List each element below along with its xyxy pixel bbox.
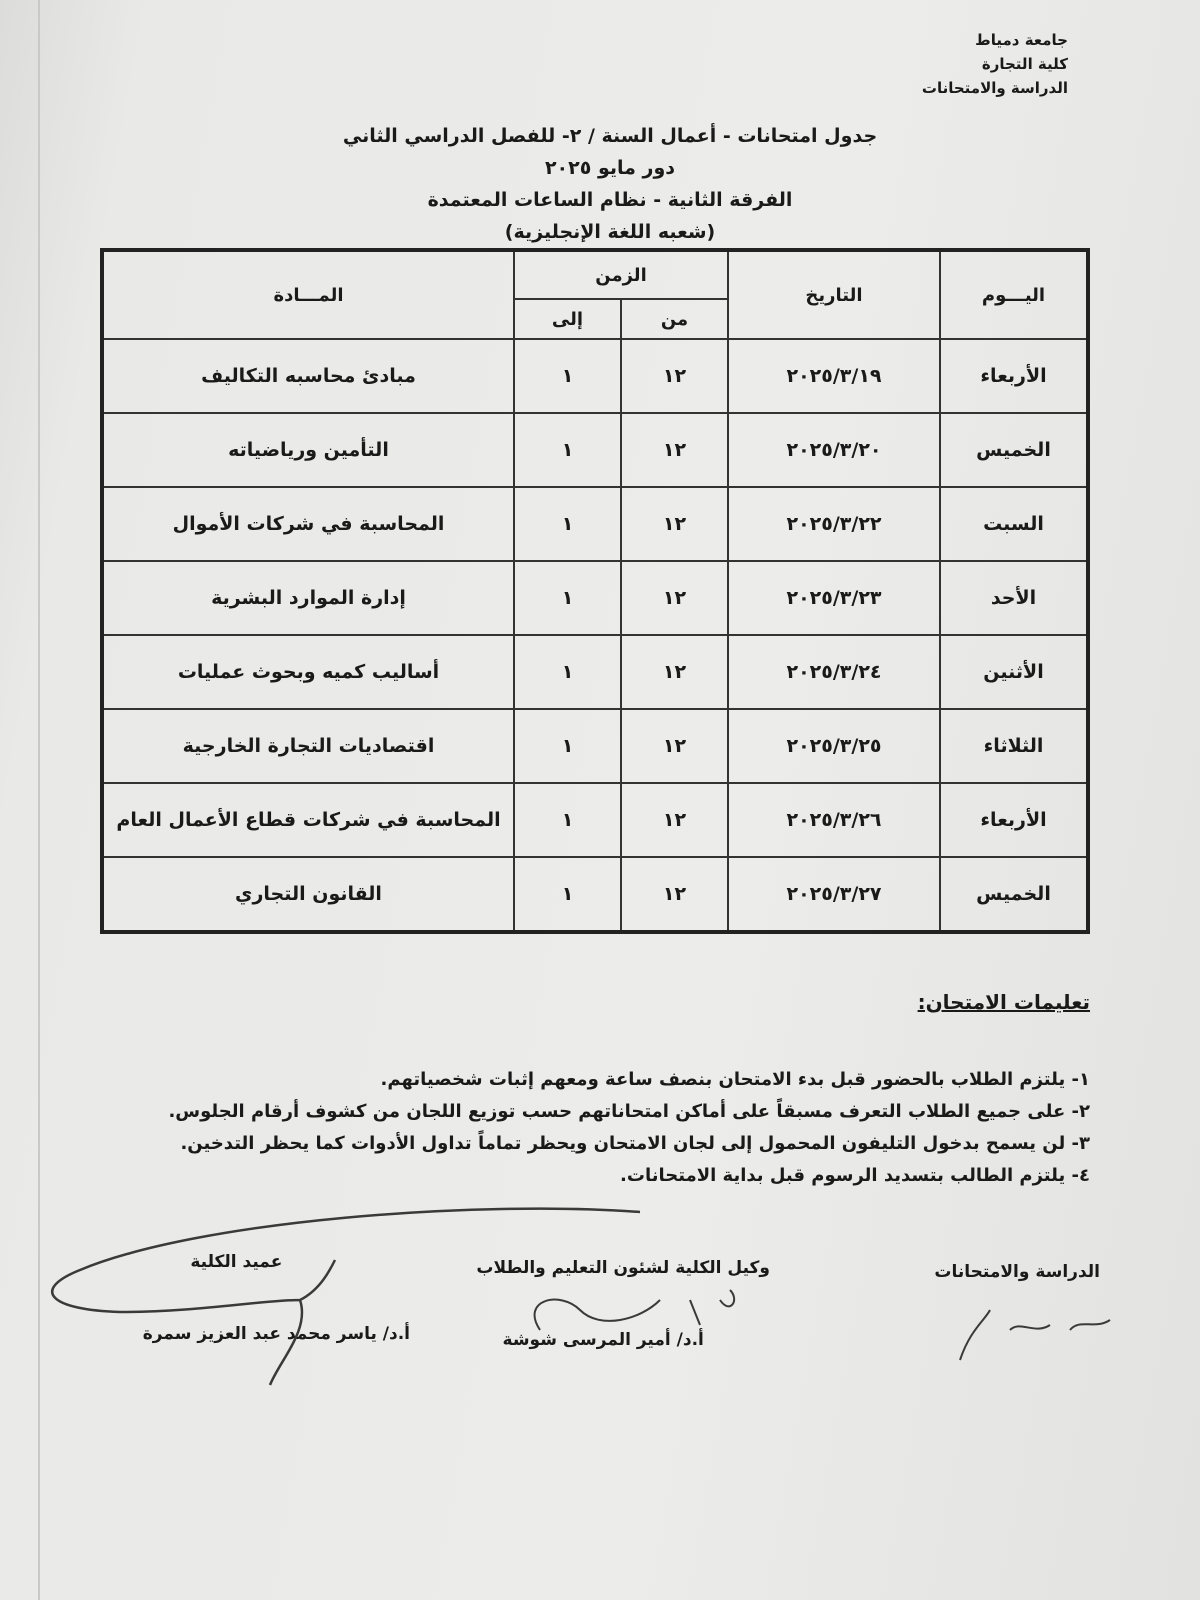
faculty-name: كلية التجارة (981, 55, 1068, 73)
signature-block-dean: عميد الكلية أ.د/ ياسر محمد عبد العزيز سم… (143, 1252, 410, 1344)
header-to: إلى (513, 298, 622, 340)
organization-header: جامعة دمياط كلية التجارة الدراسة والامتح… (922, 28, 1068, 100)
title-line-3: الفرقة الثانية - نظام الساعات المعتمدة (427, 189, 793, 211)
table-row: الأربعاء ٢٠٢٥/٣/١٩ ١٢ ١ مبادئ محاسبه التكالي… (101, 338, 1089, 414)
header-time: الزمن (513, 249, 729, 300)
cell-subject: القانون التجاري (101, 856, 515, 933)
header-from: من (620, 298, 729, 340)
title-line-2: دور مايو ٢٠٢٥ (544, 157, 676, 179)
cell-to: ١ (513, 338, 622, 414)
cell-subject: المحاسبة في شركات قطاع الأعمال العام (101, 782, 515, 858)
cell-to: ١ (513, 634, 622, 710)
instruction-item: ١- يلتزم الطلاب بالحضور قبل بدء الامتحان… (380, 1069, 1091, 1090)
cell-from: ١٢ (620, 486, 729, 562)
cell-to: ١ (513, 708, 622, 784)
cell-date: ٢٠٢٥/٣/٢٣ (727, 560, 941, 636)
table-row: الأربعاء ٢٠٢٥/٣/٢٦ ١٢ ١ المحاسبة في شركات قط… (101, 782, 1089, 858)
cell-to: ١ (513, 412, 622, 488)
cell-day: الخميس (939, 412, 1089, 488)
cell-subject: مبادئ محاسبه التكاليف (101, 338, 515, 414)
cell-to: ١ (513, 486, 622, 562)
cell-to: ١ (513, 560, 622, 636)
cell-date: ٢٠٢٥/٣/٢٤ (727, 634, 941, 710)
signature-block-exams: الدراسة والامتحانات (934, 1262, 1100, 1282)
header-day: اليـــوم (939, 249, 1089, 340)
cell-from: ١٢ (620, 560, 729, 636)
signatory-name: أ.د/ أمير المرسى شوشة (502, 1330, 704, 1350)
title-line-1: جدول امتحانات - أعمال السنة / ٢- للفصل ا… (342, 125, 878, 147)
cell-day: الأثنين (939, 634, 1089, 710)
table-row: الأثنين ٢٠٢٥/٣/٢٤ ١٢ ١ أساليب كميه وبحوث عمل… (101, 634, 1089, 710)
university-name: جامعة دمياط (975, 31, 1068, 49)
department-name: الدراسة والامتحانات (921, 79, 1068, 97)
cell-date: ٢٠٢٥/٣/٢٧ (727, 856, 941, 933)
table-row: الثلاثاء ٢٠٢٥/٣/٢٥ ١٢ ١ اقتصاديات التجارة ال… (101, 708, 1089, 784)
cell-date: ٢٠٢٥/٣/٢٢ (727, 486, 941, 562)
signatory-name: أ.د/ ياسر محمد عبد العزيز سمرة (142, 1324, 410, 1344)
dean-signature (51, 1207, 641, 1386)
cell-date: ٢٠٢٥/٣/٢٦ (727, 782, 941, 858)
cell-from: ١٢ (620, 708, 729, 784)
cell-from: ١٢ (620, 634, 729, 710)
cell-subject: اقتصاديات التجارة الخارجية (101, 708, 515, 784)
table-row: السبت ٢٠٢٥/٣/٢٢ ١٢ ١ المحاسبة في شركات الأمو… (101, 486, 1089, 562)
cell-from: ١٢ (620, 782, 729, 858)
cell-day: الأحد (939, 560, 1089, 636)
cell-date: ٢٠٢٥/٣/١٩ (727, 338, 941, 414)
signature-title: عميد الكلية (190, 1252, 283, 1272)
cell-day: السبت (939, 486, 1089, 562)
cell-from: ١٢ (620, 856, 729, 933)
header-subject: المـــادة (101, 249, 515, 340)
header-date: التاريخ (727, 249, 941, 340)
instruction-item: ٣- لن يسمح بدخول التليفون المحمول إلى لج… (180, 1133, 1090, 1154)
cell-from: ١٢ (620, 412, 729, 488)
document-titles: جدول امتحانات - أعمال السنة / ٢- للفصل ا… (300, 120, 920, 248)
instruction-item: ٤- يلتزم الطالب بتسديد الرسوم قبل بداية … (620, 1165, 1090, 1186)
signature-block-vice-dean: وكيل الكلية لشئون التعليم والطلاب أ.د/ أ… (476, 1258, 770, 1350)
cell-day: الأربعاء (939, 338, 1089, 414)
cell-subject: إدارة الموارد البشرية (101, 560, 515, 636)
table-row: الأحد ٢٠٢٥/٣/٢٣ ١٢ ١ إدارة الموارد البشرية (101, 560, 1089, 636)
table-row: الخميس ٢٠٢٥/٣/٢٧ ١٢ ١ القانون التجاري (101, 856, 1089, 933)
signature-title: وكيل الكلية لشئون التعليم والطلاب (476, 1258, 770, 1278)
signature-title: الدراسة والامتحانات (934, 1262, 1100, 1282)
exam-instructions: تعليمات الامتحان: ١- يلتزم الطلاب بالحضو… (168, 990, 1090, 1192)
vice-dean-signature (533, 1289, 736, 1331)
cell-day: الثلاثاء (939, 708, 1089, 784)
cell-to: ١ (513, 782, 622, 858)
cell-subject: التأمين ورياضياته (101, 412, 515, 488)
cell-day: الخميس (939, 856, 1089, 933)
instruction-item: ٢- على جميع الطلاب التعرف مسبقاً على أما… (168, 1101, 1090, 1122)
cell-from: ١٢ (620, 338, 729, 414)
exam-schedule-table: اليـــوم التاريخ الزمن المـــادة من إلى … (100, 248, 1090, 934)
table-row: الخميس ٢٠٢٥/٣/٢٠ ١٢ ١ التأمين ورياضياته (101, 412, 1089, 488)
instructions-title: تعليمات الامتحان: (917, 990, 1090, 1014)
cell-date: ٢٠٢٥/٣/٢٥ (727, 708, 941, 784)
title-line-4: (شعبه اللغة الإنجليزية) (504, 221, 716, 243)
cell-subject: أساليب كميه وبحوث عمليات (101, 634, 515, 710)
cell-to: ١ (513, 856, 622, 933)
cell-subject: المحاسبة في شركات الأموال (101, 486, 515, 562)
cell-date: ٢٠٢٥/٣/٢٠ (727, 412, 941, 488)
exams-signature (959, 1309, 1111, 1361)
paper-fold (38, 0, 40, 1600)
cell-day: الأربعاء (939, 782, 1089, 858)
